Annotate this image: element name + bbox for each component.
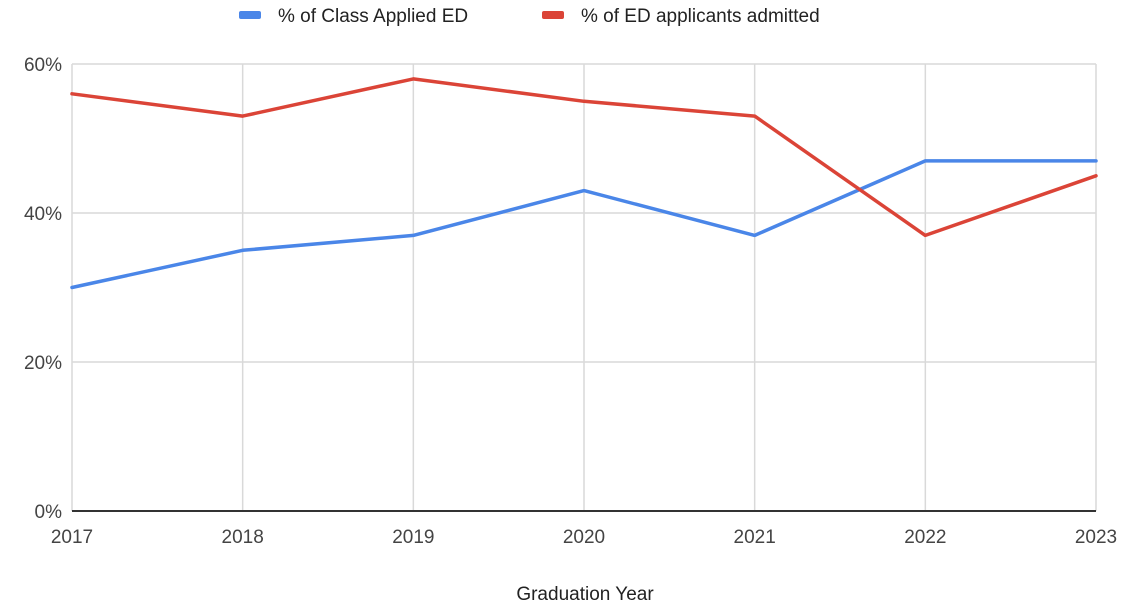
series-lines bbox=[70, 77, 1098, 290]
legend-swatch-1 bbox=[542, 11, 564, 19]
y-tick-label: 20% bbox=[24, 353, 62, 374]
x-tick-label: 2018 bbox=[222, 527, 264, 548]
x-tick-label: 2020 bbox=[563, 527, 605, 548]
legend: % of Class Applied ED % of ED applicants … bbox=[239, 6, 820, 27]
x-tick-label: 2017 bbox=[51, 527, 93, 548]
legend-swatch-0 bbox=[239, 11, 261, 19]
legend-label-0: % of Class Applied ED bbox=[278, 6, 468, 27]
x-tick-label: 2019 bbox=[392, 527, 434, 548]
y-tick-label: 40% bbox=[24, 204, 62, 225]
axes: 0% 20% 40% 60% 2017 2018 2019 2020 2021 2022 2023 bbox=[24, 55, 1117, 548]
x-tick-label: 2023 bbox=[1075, 527, 1117, 548]
legend-label-1: % of ED applicants admitted bbox=[581, 6, 820, 27]
series-line-0 bbox=[70, 159, 1098, 290]
y-tick-label: 0% bbox=[35, 502, 63, 523]
gridlines bbox=[71, 63, 1097, 511]
x-tick-label: 2021 bbox=[734, 527, 776, 548]
y-tick-label: 60% bbox=[24, 55, 62, 76]
series-line-1 bbox=[70, 77, 1098, 238]
x-axis-title: Graduation Year bbox=[516, 584, 654, 605]
x-tick-label: 2022 bbox=[904, 527, 946, 548]
